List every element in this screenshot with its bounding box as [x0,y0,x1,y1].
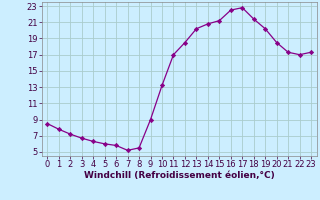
X-axis label: Windchill (Refroidissement éolien,°C): Windchill (Refroidissement éolien,°C) [84,171,275,180]
